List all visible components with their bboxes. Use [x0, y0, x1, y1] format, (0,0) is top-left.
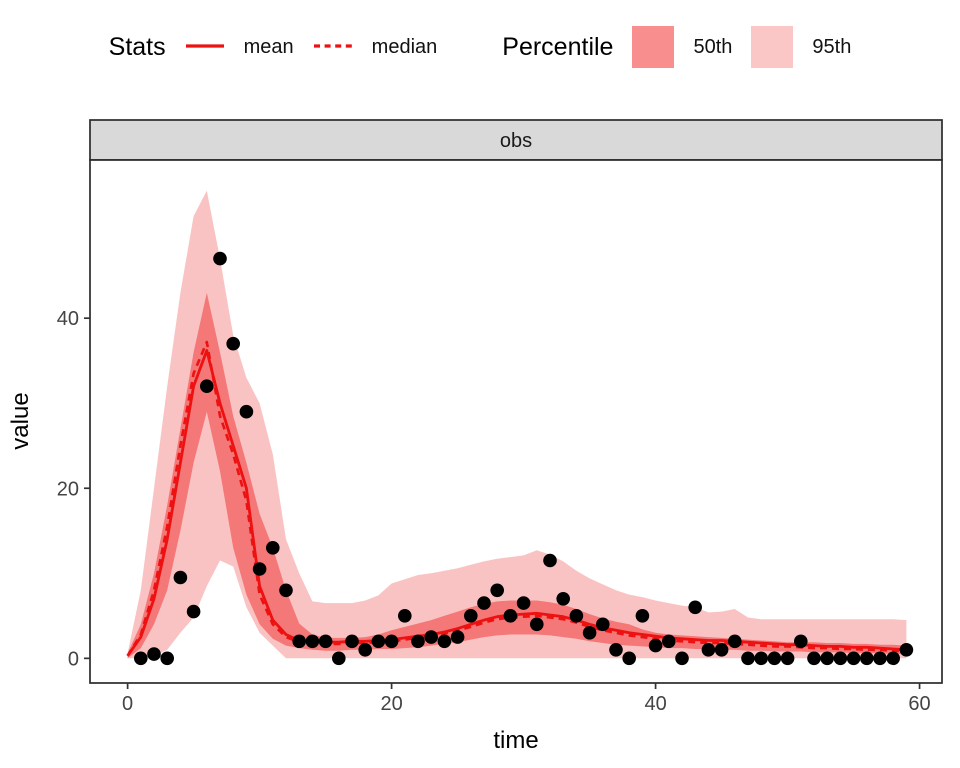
observation-point — [424, 630, 439, 644]
observation-point — [160, 651, 174, 666]
legend-label-median: median — [371, 35, 438, 58]
axis-ticks: 0 20 40 60 0 20 40 — [57, 308, 931, 715]
observation-point — [582, 626, 597, 640]
observation-point — [860, 651, 874, 666]
percentile-95-swatch-icon — [751, 26, 794, 68]
observation-point — [358, 643, 373, 657]
legend-title-percentile: Percentile — [502, 32, 614, 61]
observation-point — [318, 634, 333, 649]
observation-point — [714, 643, 729, 657]
observation-point — [543, 553, 557, 568]
observation-point — [213, 251, 227, 266]
observation-point — [516, 596, 531, 610]
observation-point — [503, 609, 518, 623]
x-tick-label: 20 — [380, 693, 402, 715]
legend-title-stats: Stats — [108, 32, 166, 61]
observation-point — [464, 609, 478, 623]
plot-data-layer — [90, 160, 942, 683]
observation-point — [411, 634, 425, 649]
observation-point — [477, 596, 491, 610]
observation-point — [780, 651, 795, 666]
y-tick-label: 0 — [68, 648, 79, 670]
observation-point — [767, 651, 782, 666]
median-line-key-icon — [313, 38, 353, 56]
y-axis-title: value — [7, 392, 34, 449]
y-tick-label: 20 — [57, 478, 79, 500]
observation-point — [345, 634, 359, 649]
observation-point — [873, 651, 887, 666]
legend: Stats mean median Percentile 50th 95th — [0, 26, 960, 68]
observation-point — [728, 634, 742, 649]
observation-point — [569, 609, 584, 623]
observation-point — [226, 336, 240, 351]
percentile-50-swatch-icon — [632, 26, 675, 68]
observation-point — [556, 592, 570, 606]
facet-strip-label: obs — [500, 130, 532, 152]
observation-point — [754, 651, 768, 666]
observation-point — [846, 651, 861, 666]
x-axis-title: time — [493, 727, 538, 754]
legend-label-mean: mean — [243, 35, 294, 58]
observation-point — [252, 562, 267, 576]
observation-point — [820, 651, 834, 666]
observation-point — [701, 643, 716, 657]
observation-point — [437, 634, 452, 649]
mean-line-key-icon — [185, 38, 225, 56]
legend-label-50th: 50th — [693, 35, 733, 58]
observation-point — [530, 617, 544, 632]
observation-point — [886, 651, 900, 666]
observation-point — [490, 583, 505, 598]
observation-point — [741, 651, 755, 666]
x-tick-label: 40 — [644, 693, 666, 715]
observation-point — [398, 609, 412, 623]
observation-point — [833, 651, 848, 666]
observation-point — [173, 570, 188, 585]
observation-point — [450, 630, 465, 644]
observation-point — [279, 583, 293, 598]
x-tick-label: 60 — [908, 693, 930, 715]
observation-point — [794, 634, 808, 649]
observation-point — [239, 404, 254, 419]
observation-point — [622, 651, 636, 666]
ribbon-95th-percentile — [127, 190, 907, 659]
observation-point — [688, 600, 702, 615]
observation-point — [384, 634, 399, 649]
observation-point — [147, 647, 161, 661]
observation-point — [200, 379, 214, 394]
observation-point — [371, 634, 386, 649]
legend-label-95th: 95th — [812, 35, 852, 58]
observation-point — [186, 604, 201, 619]
ribbon-50th-percentile — [127, 292, 907, 659]
y-tick-label: 40 — [57, 308, 79, 330]
observation-point — [266, 541, 280, 555]
observation-point — [635, 609, 650, 623]
x-tick-label: 0 — [122, 693, 133, 715]
observation-point — [332, 651, 346, 666]
observation-point — [305, 634, 320, 649]
observation-point — [662, 634, 676, 649]
observation-point — [134, 651, 148, 666]
observation-point — [596, 617, 610, 632]
observation-point — [648, 638, 663, 653]
observation-point — [675, 651, 689, 666]
observation-point — [292, 634, 307, 649]
observation-point — [609, 643, 623, 657]
observation-point — [807, 651, 821, 666]
panel-border — [89, 159, 943, 684]
observation-point — [899, 643, 914, 657]
